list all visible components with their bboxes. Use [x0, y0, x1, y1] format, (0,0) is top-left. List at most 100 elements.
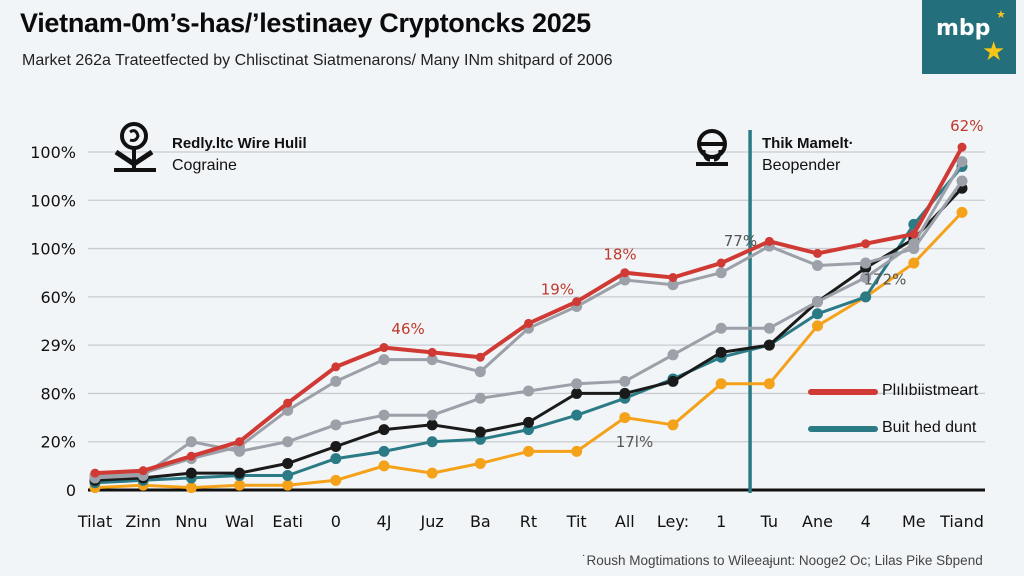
y-tick-label: 100%: [30, 240, 76, 259]
data-point: [234, 467, 245, 479]
data-point: [378, 424, 390, 436]
data-point: [716, 258, 726, 268]
x-tick-label: Zinn: [125, 512, 161, 531]
data-point: [860, 257, 872, 269]
x-tick-label: Rt: [520, 512, 537, 531]
legend-label: Buit hed dunt: [882, 419, 977, 436]
data-point: [619, 387, 631, 399]
data-labels: 46% 19% 18% 77% 62% 17l% 172%: [391, 117, 983, 451]
legend-swatch: [808, 426, 878, 432]
data-point: [524, 318, 533, 328]
series-line: [93, 186, 964, 482]
data-point: [185, 467, 197, 479]
data-point: [90, 468, 100, 478]
data-point: [571, 445, 583, 457]
series-black: [89, 182, 968, 486]
data-point: [378, 445, 390, 457]
logo-text: mbp: [936, 16, 991, 41]
data-point: [812, 320, 823, 332]
star-icon: ★: [982, 36, 1006, 66]
annotation-title: Redly.ltc Wire Hulil: [172, 135, 307, 152]
data-point: [813, 248, 822, 258]
data-label: 62%: [950, 117, 983, 135]
person-podium-icon: [114, 122, 156, 172]
data-point: [812, 308, 823, 320]
series-lines: [89, 142, 968, 494]
data-point: [186, 451, 196, 461]
data-point: [474, 392, 486, 404]
data-label: 46%: [391, 320, 424, 338]
data-point: [331, 362, 341, 372]
data-point: [330, 375, 342, 387]
data-point: [426, 354, 438, 366]
y-tick-label: 60%: [40, 288, 76, 307]
annotation-subtitle: Beopender: [762, 157, 841, 174]
data-point: [909, 229, 919, 239]
y-axis-ticks: 0 20% 80% 29% 60% 100% 100% 100%: [30, 143, 76, 500]
data-point: [956, 156, 968, 168]
data-point: [908, 243, 920, 255]
x-tick-label: Tilat: [77, 512, 112, 531]
y-tick-label: 100%: [30, 191, 76, 210]
x-tick-label: 0: [331, 512, 341, 531]
data-point: [715, 346, 727, 358]
x-tick-label: Ba: [470, 512, 491, 531]
x-tick-label: 1: [716, 512, 726, 531]
data-point: [667, 349, 679, 361]
data-point: [571, 387, 583, 399]
x-tick-label: Tiand: [939, 512, 984, 531]
x-axis-ticks: Tilat Zinn Nnu Wal Eati 0 4J Juz Ba Rt Tit All Ley: 1…: [77, 512, 984, 531]
data-point: [715, 267, 727, 279]
y-tick-label: 80%: [40, 384, 76, 403]
data-point: [426, 436, 438, 448]
data-point: [764, 236, 774, 246]
data-point: [860, 272, 872, 284]
data-point: [379, 343, 389, 353]
chart-subtitle: Market 262a Trateetfected by Chlisctinat…: [22, 52, 613, 69]
data-point: [426, 467, 438, 479]
data-point: [282, 479, 294, 491]
data-point: [619, 375, 631, 387]
x-tick-label: Juz: [420, 512, 444, 531]
data-label: 77%: [724, 232, 757, 250]
x-tick-label: Eati: [272, 512, 303, 531]
data-label: 172%: [863, 270, 906, 288]
x-tick-label: Me: [902, 512, 926, 531]
data-point: [426, 409, 438, 421]
y-tick-label: 100%: [30, 143, 76, 162]
data-point: [427, 347, 437, 357]
data-point: [715, 378, 727, 390]
data-point: [426, 419, 438, 431]
chart-title: Vietnam-0m’s-has/’lestinaey Cryptoncks 2…: [20, 8, 591, 38]
x-tick-label: Tit: [566, 512, 587, 531]
data-point: [861, 239, 871, 249]
x-tick-label: Ane: [802, 512, 833, 531]
data-label: 19%: [541, 280, 574, 298]
data-point: [474, 366, 486, 378]
x-tick-label: 4: [861, 512, 871, 531]
data-point: [378, 460, 390, 472]
annotation-subtitle: Cograine: [172, 157, 237, 174]
data-point: [378, 409, 390, 421]
data-point: [620, 268, 630, 278]
data-label: 17l%: [616, 433, 654, 451]
y-tick-label: 0: [66, 481, 76, 500]
data-point: [667, 419, 679, 431]
data-point: [185, 436, 197, 448]
series-pl-l-biistmeart: [90, 142, 967, 478]
data-point: [956, 206, 968, 218]
data-point: [763, 378, 775, 390]
data-point: [330, 453, 342, 465]
x-tick-label: All: [615, 512, 635, 531]
data-point: [474, 426, 486, 438]
data-point: [715, 322, 727, 334]
data-point: [668, 273, 678, 283]
data-point: [185, 482, 197, 494]
data-point: [812, 259, 823, 271]
annotation-title: Thik Mamelt·: [762, 135, 854, 152]
legend-label: Plılıbiistmeart: [882, 382, 979, 399]
data-point: [234, 479, 245, 491]
data-label: 18%: [603, 246, 636, 264]
data-point: [235, 437, 244, 447]
